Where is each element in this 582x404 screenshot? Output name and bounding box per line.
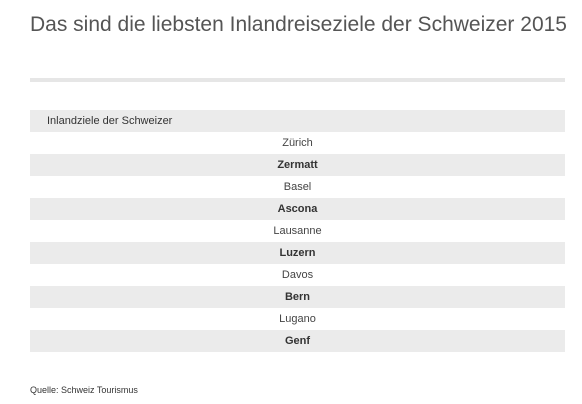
table-row: Zermatt bbox=[30, 154, 565, 176]
table-row: Bern bbox=[30, 286, 565, 308]
table-row: Basel bbox=[283, 181, 312, 193]
table-header: Inlandziele der Schweizer bbox=[30, 110, 565, 132]
table-row: Lugano bbox=[279, 313, 316, 325]
page-title: Das sind die liebsten Inlandreiseziele d… bbox=[30, 13, 567, 36]
table-row: Lausanne bbox=[273, 225, 322, 237]
table-row: Luzern bbox=[30, 242, 565, 264]
table-row: Genf bbox=[30, 330, 565, 352]
destinations-table: Inlandziele der Schweizer Zürich Zermatt… bbox=[30, 110, 565, 352]
table-row: Davos bbox=[281, 269, 314, 281]
source-note: Quelle: Schweiz Tourismus bbox=[30, 385, 138, 395]
table-row: Zürich bbox=[282, 137, 313, 149]
title-divider bbox=[30, 78, 565, 82]
table-row: Ascona bbox=[30, 198, 565, 220]
